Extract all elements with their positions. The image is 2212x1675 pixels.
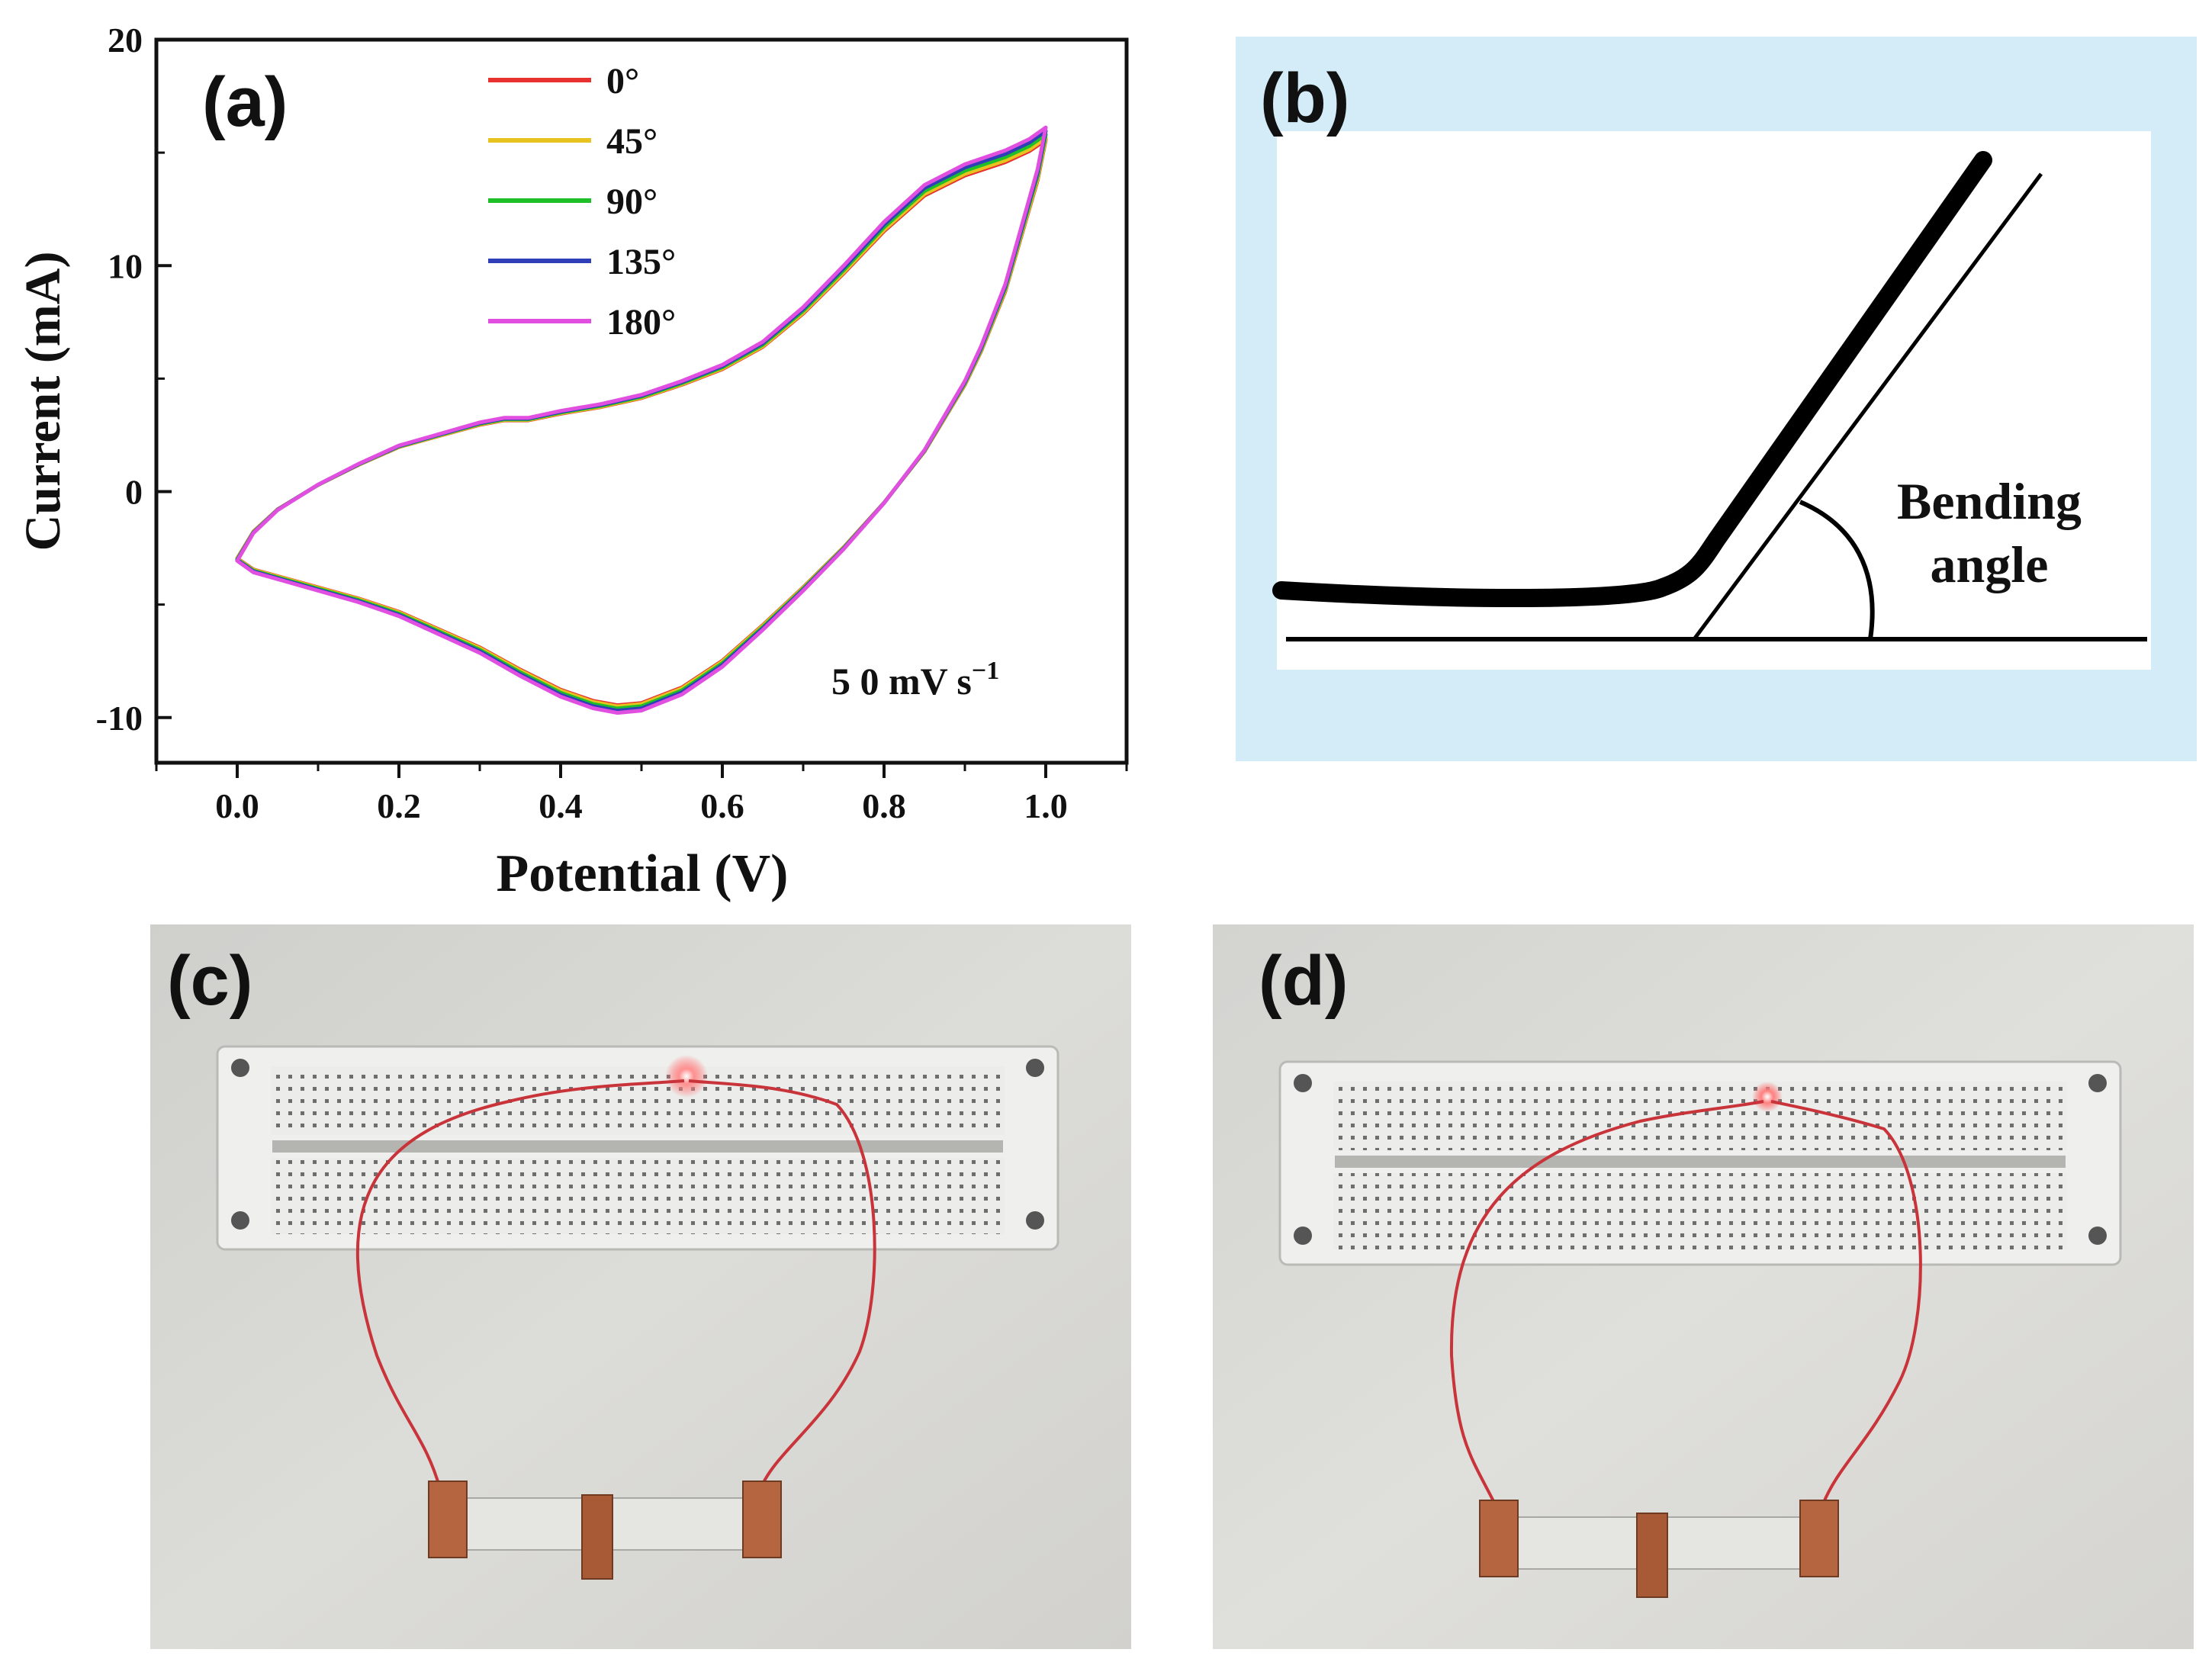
y-tick-label: -10 — [96, 699, 143, 738]
x-axis-label: Potential (V) — [497, 844, 789, 903]
bending-label-line2: angle — [1931, 535, 2049, 593]
y-tick-label: 10 — [108, 246, 143, 285]
legend-label: 45° — [606, 121, 657, 162]
angle-arc — [1799, 500, 1875, 640]
wire-left — [355, 1079, 685, 1490]
wire-right — [1770, 1100, 1922, 1505]
x-tick-label: 0.6 — [700, 786, 744, 825]
photo-d: (d) — [1213, 924, 2194, 1649]
photo-c: (c) — [150, 924, 1131, 1649]
scan-rate-annotation: 5 0 mV s−1 — [831, 657, 999, 702]
x-ticks: 0.0 0.2 0.4 0.6 0.8 1.0 — [155, 763, 1128, 825]
x-tick-label: 0.4 — [539, 786, 583, 825]
y-tick-label: 20 — [108, 21, 143, 59]
x-tick-label: 0.2 — [377, 786, 421, 825]
y-axis-label: Current (mA) — [15, 252, 71, 551]
panel-d: (d) — [1213, 924, 2194, 1649]
panel-b: (b) Bending angle — [1236, 37, 2197, 761]
panel-c: (c) — [150, 924, 1131, 1649]
bending-diagram: (b) Bending angle — [1236, 37, 2197, 761]
legend-label: 90° — [606, 182, 657, 222]
wire-left — [1449, 1100, 1764, 1505]
cv-series — [235, 125, 1048, 715]
supercapacitor-device — [428, 1480, 782, 1580]
x-tick-label: 0.8 — [862, 786, 906, 825]
bending-label-line1: Bending — [1897, 472, 2082, 530]
cv-chart: -10 0 10 20 0.0 0.2 0.4 0.6 0.8 1.0 0° 45° 90° 135°… — [15, 21, 1129, 903]
x-tick-label: 1.0 — [1024, 786, 1068, 825]
y-ticks: -10 0 10 20 — [96, 21, 172, 738]
angle-line — [1692, 172, 2043, 641]
panel-label-b: (b) — [1260, 59, 1349, 137]
legend-label: 0° — [606, 61, 639, 101]
legend-label: 180° — [606, 302, 676, 342]
panel-a: -10 0 10 20 0.0 0.2 0.4 0.6 0.8 1.0 0° 45° 90° 135°… — [0, 0, 1159, 908]
panel-label-c: (c) — [167, 942, 252, 1020]
wire-right — [688, 1079, 876, 1490]
breadboard — [1278, 1060, 2122, 1266]
panel-label-d: (d) — [1259, 942, 1348, 1020]
led-glow — [1752, 1082, 1783, 1112]
cv-series-line — [235, 137, 1048, 708]
cv-series-line — [235, 125, 1048, 715]
x-tick-label: 0.0 — [215, 786, 259, 825]
y-tick-label: 0 — [125, 473, 143, 512]
bent-electrode — [1272, 151, 1992, 608]
legend-label: 135° — [606, 242, 676, 282]
legend: 0° 45° 90° 135° 180° — [488, 61, 676, 342]
breadboard — [216, 1045, 1059, 1251]
led-glow — [665, 1055, 708, 1098]
cv-series-line — [235, 136, 1048, 709]
supercapacitor-device — [1479, 1500, 1839, 1598]
panel-label-a: (a) — [202, 63, 288, 141]
